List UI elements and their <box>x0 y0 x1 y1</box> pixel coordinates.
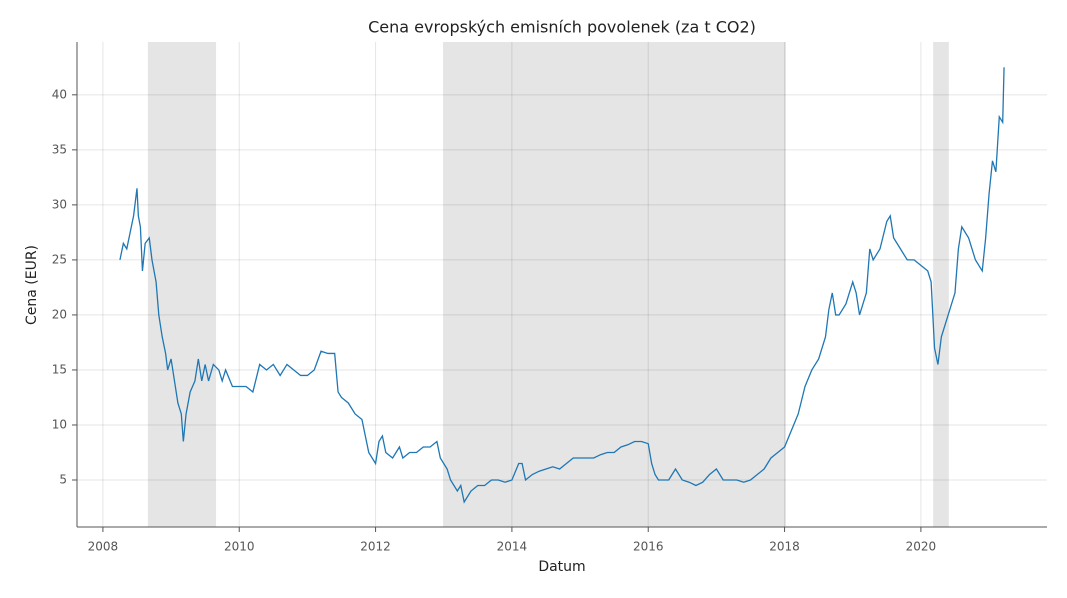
x-tick-label: 2016 <box>633 540 664 554</box>
y-tick-label: 40 <box>52 87 67 101</box>
shaded-span <box>933 42 949 527</box>
x-tick-label: 2018 <box>769 540 800 554</box>
x-tick-label: 2012 <box>360 540 391 554</box>
x-tick-label: 2014 <box>497 540 528 554</box>
x-tick-label: 2010 <box>224 540 255 554</box>
x-tick-label: 2008 <box>88 540 119 554</box>
chart-title: Cena evropských emisních povolenek (za t… <box>368 18 756 37</box>
y-tick-label: 30 <box>52 197 67 211</box>
y-tick-label: 10 <box>52 417 67 431</box>
y-tick-label: 35 <box>52 142 67 156</box>
y-tick-label: 5 <box>59 473 67 487</box>
y-tick-label: 20 <box>52 307 67 321</box>
price-line <box>119 67 1005 504</box>
shaded-span <box>443 42 786 527</box>
x-tick-label: 2020 <box>906 540 937 554</box>
y-axis-label: Cena (EUR) <box>24 245 40 325</box>
y-tick-label: 15 <box>52 362 67 376</box>
shaded-span <box>147 42 217 527</box>
y-tick-label: 25 <box>52 252 67 266</box>
x-axis-label: Datum <box>538 559 585 575</box>
